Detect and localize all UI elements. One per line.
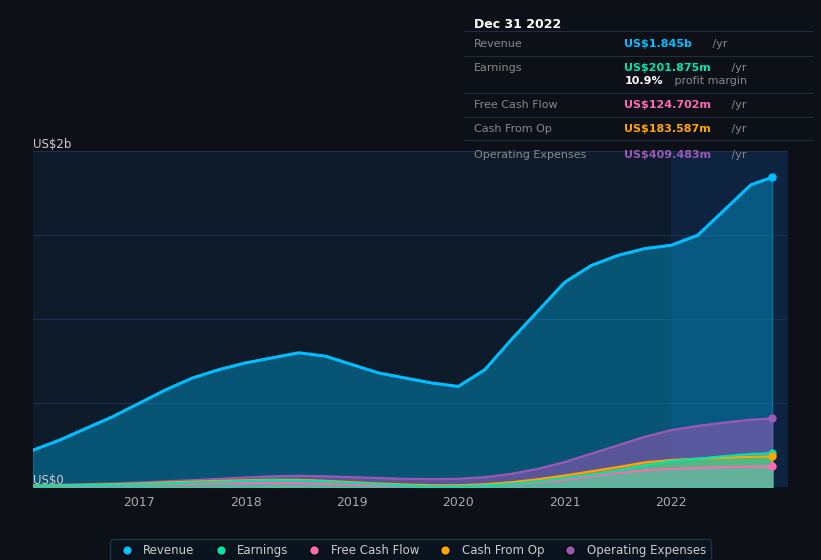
Text: Earnings: Earnings xyxy=(475,63,523,73)
Text: US$201.875m: US$201.875m xyxy=(624,63,711,73)
Legend: Revenue, Earnings, Free Cash Flow, Cash From Op, Operating Expenses: Revenue, Earnings, Free Cash Flow, Cash … xyxy=(110,539,711,560)
Text: /yr: /yr xyxy=(709,39,727,49)
Text: US$183.587m: US$183.587m xyxy=(624,124,711,133)
Text: Revenue: Revenue xyxy=(475,39,523,49)
Text: profit margin: profit margin xyxy=(672,77,748,86)
Text: US$124.702m: US$124.702m xyxy=(624,100,711,110)
Text: 10.9%: 10.9% xyxy=(624,77,663,86)
Text: /yr: /yr xyxy=(728,63,746,73)
Text: /yr: /yr xyxy=(728,100,746,110)
Text: US$2b: US$2b xyxy=(33,138,71,151)
Text: US$0: US$0 xyxy=(33,474,63,487)
Text: Dec 31 2022: Dec 31 2022 xyxy=(475,17,562,31)
Text: /yr: /yr xyxy=(728,150,746,160)
Text: Cash From Op: Cash From Op xyxy=(475,124,553,133)
Text: Operating Expenses: Operating Expenses xyxy=(475,150,587,160)
Text: US$1.845b: US$1.845b xyxy=(624,39,692,49)
Bar xyxy=(671,151,788,487)
Text: /yr: /yr xyxy=(728,124,746,133)
Text: Free Cash Flow: Free Cash Flow xyxy=(475,100,558,110)
Text: US$409.483m: US$409.483m xyxy=(624,150,712,160)
